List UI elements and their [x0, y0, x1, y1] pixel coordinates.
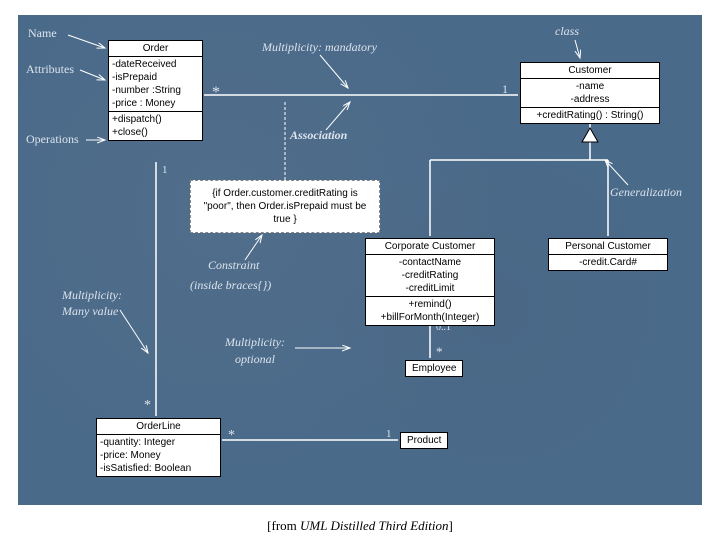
caption-prefix: [from	[267, 518, 300, 533]
class-order-attrs: -dateReceived -isPrepaid -number :String…	[109, 57, 202, 112]
annot-constraint: Constraint	[208, 258, 259, 273]
class-customer-attrs: -name -address	[521, 79, 659, 108]
constraint-note: {if Order.customer.creditRating is "poor…	[190, 180, 380, 233]
mult-star-3: *	[228, 428, 235, 444]
class-customer: Customer -name -address +creditRating() …	[520, 62, 660, 124]
mult-1-cust: 1	[502, 82, 508, 97]
annot-operations: Operations	[26, 132, 79, 147]
annot-mult-mandatory: Multiplicity: mandatory	[262, 40, 377, 55]
class-corporate-title: Corporate Customer	[366, 239, 494, 255]
annot-attributes: Attributes	[26, 62, 74, 77]
annot-opt-2: optional	[235, 352, 275, 367]
class-customer-ops: +creditRating() : String()	[521, 108, 659, 123]
annot-generalization: Generalization	[610, 185, 682, 200]
annot-name: Name	[28, 26, 57, 41]
class-personal: Personal Customer -credit.Card#	[548, 238, 668, 271]
caption-italic: UML Distilled Third Edition	[300, 518, 448, 533]
mult-1-prod: 1	[386, 428, 392, 440]
mult-star-2: *	[144, 398, 151, 414]
class-orderline-attrs: -quantity: Integer -price: Money -isSati…	[97, 435, 220, 476]
caption-suffix: ]	[448, 518, 452, 533]
class-order-title: Order	[109, 41, 202, 57]
class-order-ops: +dispatch() +close()	[109, 112, 202, 140]
annot-braces: (inside braces{})	[190, 278, 271, 293]
annot-many-2: Many value	[62, 304, 118, 319]
annot-class: class	[555, 24, 579, 39]
mult-star-4: *	[436, 344, 443, 360]
caption: [from UML Distilled Third Edition]	[0, 518, 720, 534]
class-corporate-attrs: -contactName -creditRating -creditLimit	[366, 255, 494, 297]
class-personal-attrs: -credit.Card#	[549, 255, 667, 270]
diagram-canvas: Name Attributes Operations class Multipl…	[0, 0, 720, 540]
annot-many-1: Multiplicity:	[62, 288, 122, 303]
class-orderline-title: OrderLine	[97, 419, 220, 435]
class-corporate-ops: +remind() +billForMonth(Integer)	[366, 297, 494, 325]
class-employee: Employee	[405, 360, 463, 377]
annot-association: Association	[290, 128, 347, 143]
mult-1-ord: 1	[162, 164, 168, 176]
mult-star-1: *	[212, 84, 220, 102]
class-personal-title: Personal Customer	[549, 239, 667, 255]
class-customer-title: Customer	[521, 63, 659, 79]
annot-opt-1: Multiplicity:	[225, 335, 285, 350]
class-order: Order -dateReceived -isPrepaid -number :…	[108, 40, 203, 141]
class-product: Product	[400, 432, 448, 449]
class-orderline: OrderLine -quantity: Integer -price: Mon…	[96, 418, 221, 477]
class-corporate: Corporate Customer -contactName -creditR…	[365, 238, 495, 326]
